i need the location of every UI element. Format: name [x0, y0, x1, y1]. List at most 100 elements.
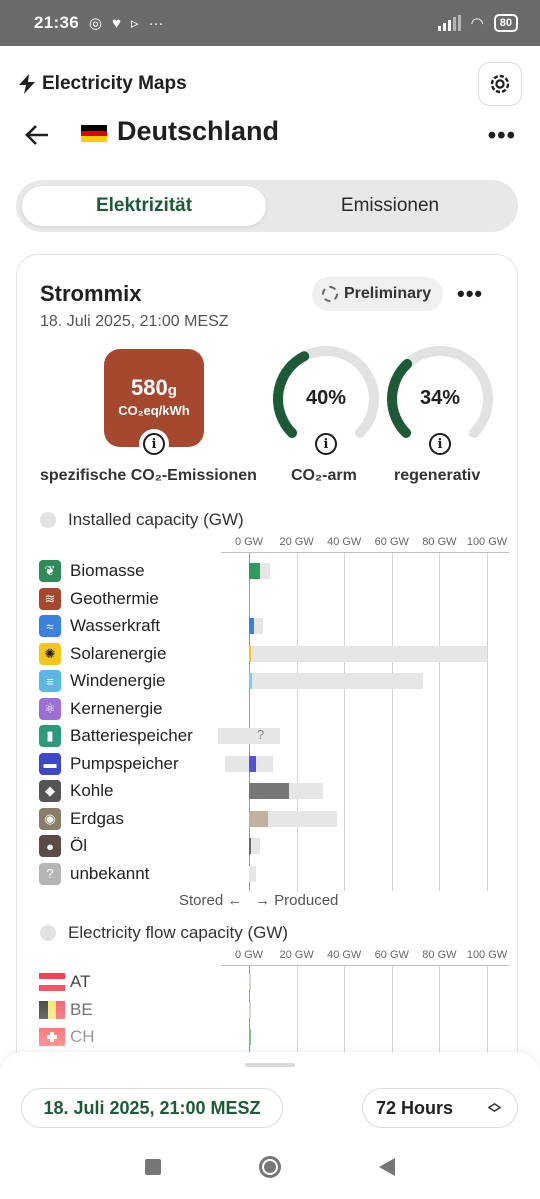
system-nav-bar: [0, 1134, 540, 1199]
status-time: 21:36: [34, 13, 79, 32]
flow-gridline: [487, 966, 488, 1083]
capacity-row-label: Kernenergie: [70, 698, 163, 718]
capacity-row-label: unbekannt: [70, 863, 150, 883]
flow-bar: [249, 1029, 251, 1045]
power-mix-card: Strommix 18. Juli 2025, 21:00 MESZ Preli…: [16, 254, 518, 1084]
low-carbon-info-button[interactable]: i: [311, 429, 341, 459]
capacity-row[interactable]: ≋ Geothermie: [39, 587, 509, 611]
more-options-button[interactable]: •••: [487, 122, 516, 149]
heart-icon: ♥: [112, 14, 121, 32]
capacity-row[interactable]: ≈ Wasserkraft: [39, 614, 509, 638]
stored-capacity-bar: [218, 728, 249, 744]
installed-gridline: [344, 553, 346, 891]
capacity-row[interactable]: ● Öl: [39, 834, 509, 858]
co2-number: 580: [131, 375, 168, 400]
capacity-bar: [249, 838, 260, 854]
back-button[interactable]: [379, 1157, 395, 1176]
flow-gridline: [439, 966, 441, 1083]
info-icon: i: [429, 433, 451, 455]
capacity-row[interactable]: ✺ Solarenergie: [39, 642, 509, 666]
installed-capacity-heading: Installed capacity (GW): [68, 510, 244, 529]
settings-button[interactable]: [478, 62, 522, 106]
status-bar: 21:36 ◎ ♥ ▹ ··· ◠ 80: [0, 0, 540, 46]
more-notifications-icon: ···: [148, 14, 164, 32]
capacity-row[interactable]: ❦ Biomasse: [39, 559, 509, 583]
preliminary-badge[interactable]: Preliminary: [312, 277, 444, 311]
flow-gridline: [344, 966, 346, 1083]
capacity-row[interactable]: ? unbekannt: [39, 862, 509, 886]
notification-icons: ◎ ♥ ▹ ···: [88, 14, 164, 33]
tab-emissions[interactable]: Emissionen: [340, 195, 440, 216]
installed-capacity-axis: 0 GW 20 GW 40 GW 60 GW 80 GW 100 GW: [221, 536, 509, 556]
stored-capacity-bar: [225, 755, 249, 772]
recents-button[interactable]: [145, 1158, 161, 1175]
production-bar: [249, 563, 260, 579]
capacity-row-label: Wasserkraft: [70, 616, 161, 635]
preliminary-label: Preliminary: [344, 285, 432, 302]
co2-value: 580g: [104, 375, 204, 401]
home-icon: [264, 1160, 276, 1173]
installed-gridline: [439, 553, 441, 891]
gauge-fill: [387, 359, 413, 438]
flow-bar: [249, 974, 251, 990]
oil-icon: ●: [39, 835, 61, 857]
capacity-row-label: Öl: [70, 836, 87, 855]
production-bar: [249, 838, 251, 854]
sheet-drag-handle[interactable]: [245, 1063, 295, 1067]
co2-value-unit: g: [167, 382, 177, 399]
leaf-icon: ❦: [39, 560, 61, 582]
capacity-bar: [249, 673, 423, 689]
pump-storage-icon: ▬: [39, 752, 61, 775]
brand-name: Electricity Maps: [42, 73, 187, 94]
axis-tick: 20 GW: [279, 536, 314, 548]
atom-icon: ⚛: [39, 697, 61, 720]
capacity-row-label: Erdgas: [70, 808, 124, 828]
flow-capacity-toggle[interactable]: Electricity flow capacity (GW): [40, 923, 288, 943]
renewable-info-button[interactable]: i: [425, 429, 455, 459]
capacity-row[interactable]: ▮ Batteriespeicher: [39, 724, 509, 748]
production-bar: [249, 645, 251, 662]
installed-gridline: [391, 553, 393, 891]
info-icon: i: [315, 433, 337, 455]
capacity-row-label: Batteriespeicher: [70, 726, 193, 745]
production-bar: [249, 755, 257, 772]
renewable-percent: 34%: [419, 387, 461, 409]
capacity-row[interactable]: ⚛ Kernenergie: [39, 697, 509, 721]
unknown-icon: ?: [39, 862, 61, 885]
renewable-label: regenerativ: [394, 467, 481, 484]
play-icon: ▹: [130, 15, 139, 32]
date-selector[interactable]: 18. Juli 2025, 21:00 MESZ: [21, 1088, 283, 1128]
flow-bar: [249, 1001, 252, 1018]
capacity-row[interactable]: ≡ Windenergie: [39, 669, 509, 693]
installed-gridline: [249, 553, 250, 891]
co2-info-button[interactable]: i: [139, 429, 169, 459]
back-arrow-icon[interactable]: [22, 120, 52, 150]
page-title: Deutschland: [117, 116, 280, 146]
tab-electricity[interactable]: Elektrizität: [22, 186, 266, 226]
battery-icon: 80: [493, 14, 518, 32]
time-range-select[interactable]: 72 Hours ︿ ﹀: [362, 1088, 518, 1128]
flow-gridline: [296, 966, 298, 1083]
capacity-row-label: Pumpspeicher: [70, 753, 179, 773]
produced-label: Produced: [274, 892, 339, 909]
capacity-row[interactable]: ▬ Pumpspeicher: [39, 752, 509, 776]
lightning-icon: [19, 74, 35, 94]
toggle-dot-icon: [40, 925, 56, 941]
production-bar: [249, 810, 269, 827]
axis-tick: 60 GW: [374, 536, 409, 548]
flow-capacity-heading: Electricity flow capacity (GW): [68, 923, 289, 942]
capacity-row[interactable]: ◉ Erdgas: [39, 807, 509, 831]
brand[interactable]: Electricity Maps: [18, 73, 187, 95]
home-button[interactable]: [259, 1155, 281, 1178]
axis-tick: 0 GW: [234, 536, 264, 548]
sun-icon: ✺: [39, 642, 61, 665]
installed-capacity-toggle[interactable]: Installed capacity (GW): [40, 510, 244, 530]
card-title: Strommix: [40, 281, 142, 306]
info-icon: i: [143, 433, 165, 455]
capacity-row-label: Windenergie: [70, 671, 166, 690]
capacity-row[interactable]: ◆ Kohle: [39, 779, 509, 803]
whatsapp-icon: ◎: [88, 15, 103, 32]
card-more-button[interactable]: •••: [457, 281, 484, 306]
axis-tick: 80 GW: [422, 536, 457, 548]
unknown-value-mark: ?: [257, 727, 265, 742]
